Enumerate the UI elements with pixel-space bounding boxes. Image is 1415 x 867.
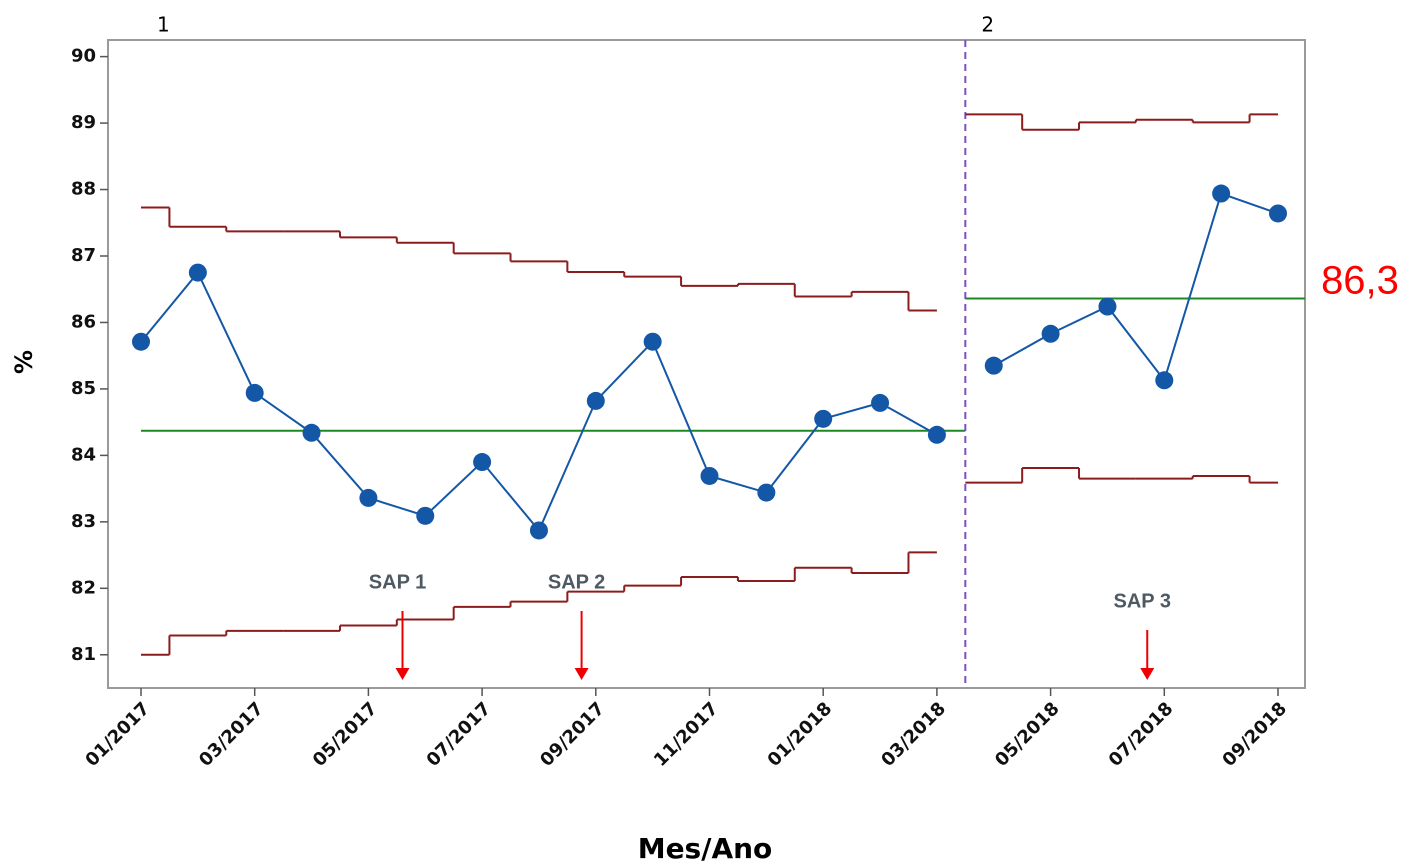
x-tick-label: 05/2018 xyxy=(991,698,1064,771)
x-axis-label: Mes/Ano xyxy=(638,832,773,865)
x-tick-label: 01/2018 xyxy=(764,698,837,771)
data-point xyxy=(1212,184,1231,203)
data-point xyxy=(814,409,833,428)
center-label: 86,3 xyxy=(1321,259,1399,303)
y-axis-label: % xyxy=(10,350,38,374)
x-tick-label: 03/2017 xyxy=(195,698,268,771)
stage-label: 2 xyxy=(981,13,994,37)
annotation-arrowhead xyxy=(1140,668,1155,680)
x-tick-label: 09/2017 xyxy=(536,698,609,771)
data-point xyxy=(1041,324,1060,343)
x-tick-label: 11/2017 xyxy=(650,698,723,771)
data-point xyxy=(1098,297,1117,316)
data-point xyxy=(416,506,435,525)
data-point xyxy=(643,332,662,351)
data-point xyxy=(984,356,1003,375)
data-point xyxy=(529,521,548,540)
stage-label: 1 xyxy=(157,13,170,37)
data-point xyxy=(473,453,492,472)
data-line xyxy=(140,270,938,533)
data-point xyxy=(188,263,207,282)
data-point xyxy=(927,425,946,444)
data-point xyxy=(1269,204,1287,223)
y-tick-label: 83 xyxy=(71,511,96,532)
plot-frame xyxy=(107,39,1306,689)
annotation-label: SAP 2 xyxy=(548,571,605,593)
y-tick-label: 85 xyxy=(71,378,96,399)
y-tick-label: 87 xyxy=(71,245,96,266)
data-point xyxy=(245,383,264,402)
x-tick-label: 09/2018 xyxy=(1218,698,1291,771)
y-tick-label: 88 xyxy=(71,179,96,200)
data-point xyxy=(132,332,150,351)
y-tick-label: 90 xyxy=(71,46,96,67)
data-point xyxy=(700,466,719,485)
data-point xyxy=(586,391,605,410)
data-line xyxy=(993,192,1279,383)
data-point xyxy=(871,393,890,412)
y-tick-label: 84 xyxy=(71,444,96,465)
y-tick-label: 89 xyxy=(71,112,96,133)
data-point xyxy=(757,483,776,502)
annotation-arrowhead xyxy=(395,668,410,680)
x-tick-label: 03/2018 xyxy=(877,698,950,771)
data-point xyxy=(302,423,321,442)
y-tick-label: 81 xyxy=(71,644,96,665)
data-point xyxy=(1155,371,1174,390)
center-label-box xyxy=(1307,240,1415,345)
x-tick-label: 01/2017 xyxy=(81,698,154,771)
annotation-arrowhead xyxy=(574,668,589,680)
x-tick-label: 05/2017 xyxy=(309,698,382,771)
x-tick-label: 07/2018 xyxy=(1105,698,1178,771)
y-tick-label: 82 xyxy=(71,577,96,598)
x-tick-label: 07/2017 xyxy=(423,698,496,771)
data-point xyxy=(359,488,378,507)
y-tick-label: 86 xyxy=(71,311,96,332)
annotation-label: SAP 1 xyxy=(369,571,426,593)
annotation-label: SAP 3 xyxy=(1114,590,1171,612)
